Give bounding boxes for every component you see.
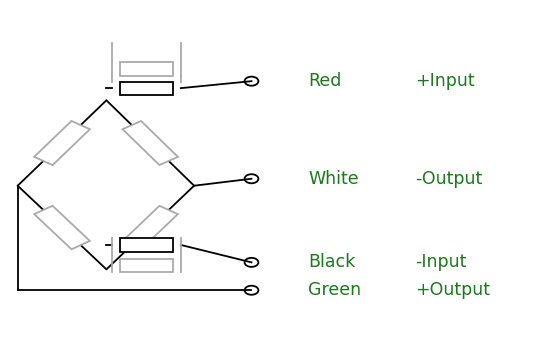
Bar bbox=[34, 206, 90, 249]
Bar bbox=[122, 121, 178, 165]
Text: White: White bbox=[308, 170, 359, 188]
Bar bbox=[120, 238, 173, 252]
Text: +Input: +Input bbox=[415, 72, 474, 90]
Bar bbox=[120, 62, 173, 76]
Bar bbox=[120, 81, 173, 95]
Text: Black: Black bbox=[308, 253, 355, 272]
Bar bbox=[122, 206, 178, 249]
Text: +Output: +Output bbox=[415, 281, 490, 299]
Bar bbox=[34, 121, 90, 165]
Text: -Output: -Output bbox=[415, 170, 482, 188]
Text: -Input: -Input bbox=[415, 253, 466, 272]
Text: Red: Red bbox=[308, 72, 342, 90]
Text: Green: Green bbox=[308, 281, 361, 299]
Bar bbox=[120, 259, 173, 273]
